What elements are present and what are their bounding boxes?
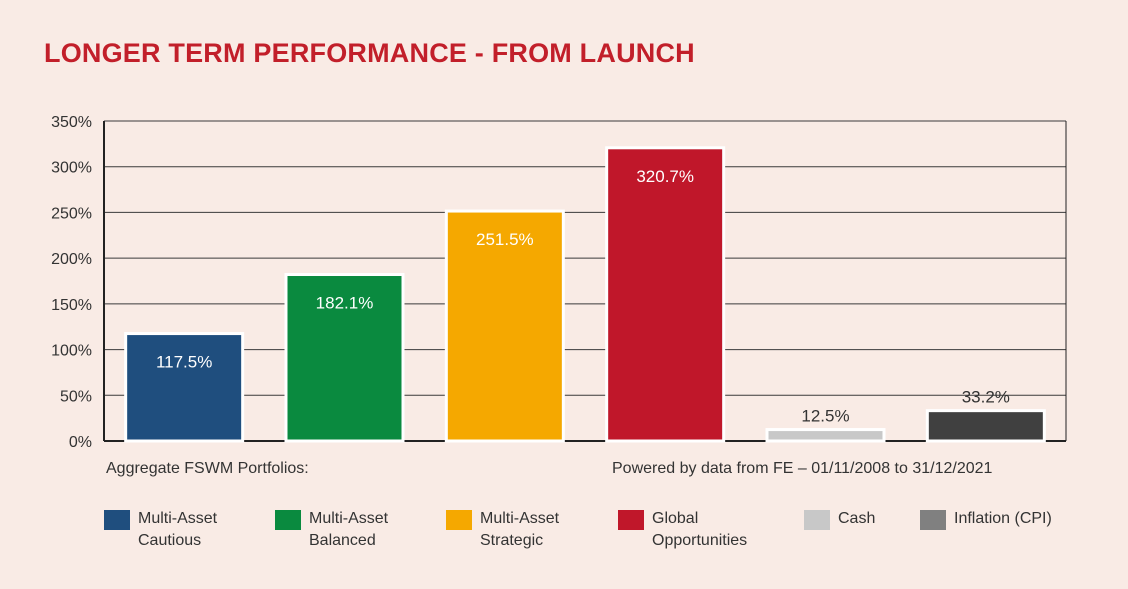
y-tick-label: 100% — [51, 343, 92, 360]
legend-label: Inflation (CPI) — [954, 510, 1052, 527]
legend-label: Multi-Asset Strategic — [480, 510, 560, 549]
bar — [444, 209, 565, 443]
bar-value-label: 12.5% — [801, 407, 849, 426]
bar-value-label: 320.7% — [636, 167, 694, 186]
bar-value-label: 251.5% — [476, 230, 534, 249]
legend-label: Multi-Asset Cautious — [138, 510, 218, 549]
y-tick-label: 300% — [51, 160, 92, 177]
legend-item-balanced: Multi-Asset Balanced — [275, 510, 439, 552]
y-tick-label: 250% — [51, 205, 92, 222]
legend-label: Cash — [838, 510, 876, 527]
bar-value-label: 117.5% — [156, 353, 212, 372]
chart-title: LONGER TERM PERFORMANCE - FROM LAUNCH — [44, 38, 695, 68]
y-tick-label: 150% — [51, 297, 92, 314]
y-tick-label: 50% — [60, 388, 92, 405]
legend-label: Multi-Asset Balanced — [309, 510, 389, 549]
legend-label: Global Opportunities — [652, 510, 748, 549]
legend-swatch — [920, 510, 946, 530]
legend-swatch — [104, 510, 130, 530]
footnote-source: Powered by data from FE – 01/11/2008 to … — [612, 460, 993, 477]
footnote-aggregate: Aggregate FSWM Portfolios: — [106, 460, 309, 477]
legend-swatch — [618, 510, 644, 530]
bar — [925, 409, 1046, 443]
bar — [605, 146, 726, 443]
legend-item-cautious: Multi-Asset Cautious — [104, 510, 268, 552]
legend-swatch — [275, 510, 301, 530]
bar — [284, 273, 405, 443]
bar — [124, 332, 245, 443]
bar — [765, 428, 886, 443]
y-tick-label: 200% — [51, 251, 92, 268]
bar-value-label: 182.1% — [316, 294, 374, 313]
y-tick-label: 350% — [51, 114, 92, 131]
legend-item-strategic: Multi-Asset Strategic — [446, 510, 610, 552]
bar-value-label: 33.2% — [962, 388, 1010, 407]
legend-item-global-opportunities: Global Opportunities — [618, 510, 782, 552]
y-tick-label: 0% — [69, 434, 92, 450]
legend-swatch — [804, 510, 830, 530]
bar-chart: 0% 50% 100% 150% 200% 250% 300% 350% 117.5% 182.1… — [51, 114, 1067, 450]
legend-swatch — [446, 510, 472, 530]
legend-item-cash: Cash — [804, 510, 968, 530]
legend-item-inflation: Inflation (CPI) — [920, 510, 1084, 530]
